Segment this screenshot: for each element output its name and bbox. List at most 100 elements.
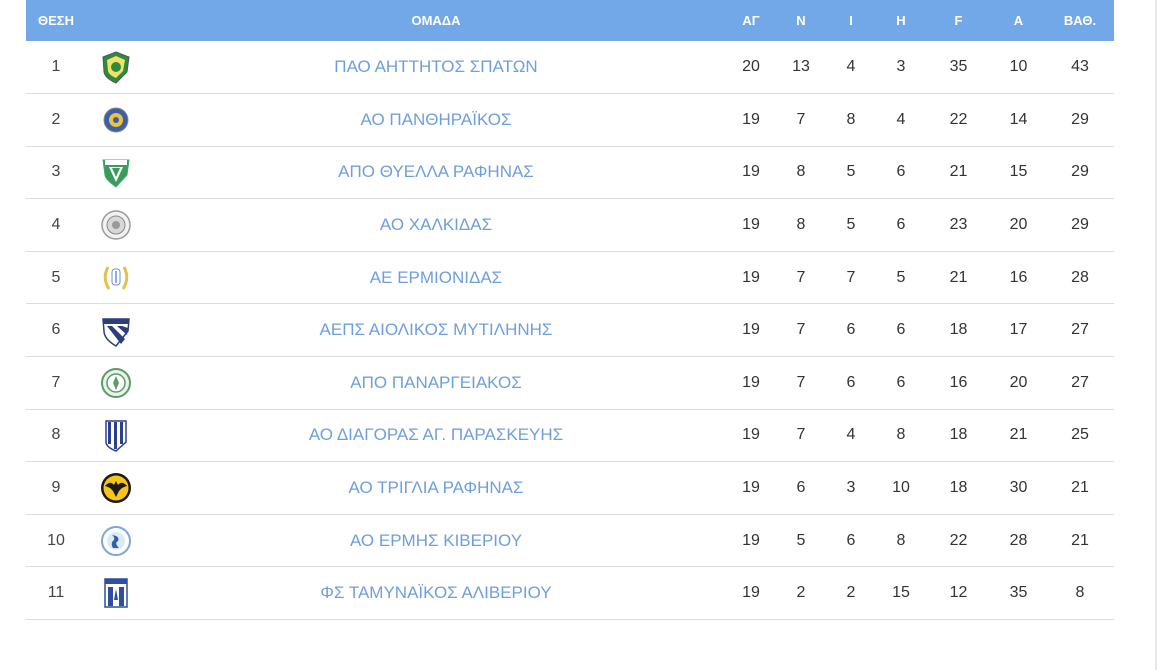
wins-cell: 6 [776, 461, 826, 515]
goals-against-cell: 21 [991, 409, 1046, 463]
logo-cell [86, 409, 146, 463]
goals-against-cell: 17 [991, 303, 1046, 358]
blue-white-striped-shield-icon [102, 318, 130, 348]
goals-for-cell: 18 [926, 409, 991, 463]
logo-cell [86, 198, 146, 252]
goals-for-cell: 12 [926, 566, 991, 621]
laurel-wreath-crest-icon [103, 265, 129, 290]
team-name-link[interactable]: ΑΟ ΧΑΛΚΙΔΑΣ [146, 198, 726, 252]
logo-cell [86, 41, 146, 95]
team-name-link[interactable]: ΑΠΟ ΘΥΕΛΛΑ ΡΑΦΗΝΑΣ [146, 146, 726, 200]
points-cell: 28 [1046, 251, 1114, 305]
table-row: 6 ΑΕΠΣ ΑΙΟΛΙΚΟΣ ΜΥΤΙΛΗΝΗΣ 19 7 6 6 18 17… [26, 303, 1114, 358]
table-row: 4 ΑΟ ΧΑΛΚΙΔΑΣ 19 8 5 6 23 20 29 [26, 198, 1114, 252]
page-scroll-edge [1155, 0, 1157, 670]
team-name-link[interactable]: ΑΟ ΕΡΜΗΣ ΚΙΒΕΡΙΟΥ [146, 514, 726, 568]
table-row: 1 ΠΑΟ ΑΗΤΤΗΤΟΣ ΣΠΑΤΩΝ 20 13 4 3 35 10 43 [26, 41, 1114, 95]
points-cell: 8 [1046, 566, 1114, 621]
played-cell: 19 [726, 198, 776, 252]
goals-against-cell: 28 [991, 514, 1046, 568]
blue-square-crest-icon [104, 578, 128, 608]
header-points[interactable]: ΒΑΘ. [1063, 13, 1097, 28]
points-cell: 29 [1046, 198, 1114, 252]
blue-striped-shield-icon [105, 420, 127, 453]
logo-cell [86, 514, 146, 568]
goals-against-cell: 16 [991, 251, 1046, 305]
points-cell: 25 [1046, 409, 1114, 463]
position-cell: 2 [26, 93, 86, 147]
table-body: 1 ΠΑΟ ΑΗΤΤΗΤΟΣ ΣΠΑΤΩΝ 20 13 4 3 35 10 43… [26, 41, 1114, 621]
goals-against-cell: 14 [991, 93, 1046, 147]
played-cell: 19 [726, 356, 776, 410]
header-goals-against[interactable]: A [1013, 13, 1024, 28]
points-cell: 29 [1046, 146, 1114, 200]
losses-cell: 6 [876, 146, 926, 200]
table-row: 11 ΦΣ ΤΑΜΥΝΑΪΚΟΣ ΑΛΙΒΕΡΙΟΥ 19 2 2 15 12 … [26, 566, 1114, 621]
draws-cell: 6 [826, 303, 876, 358]
goals-against-cell: 35 [991, 566, 1046, 621]
losses-cell: 3 [876, 41, 926, 95]
header-position[interactable]: ΘΕΣΗ [38, 13, 74, 28]
header-goals-for[interactable]: F [954, 13, 963, 28]
position-cell: 3 [26, 146, 86, 200]
header-played[interactable]: ΑΓ [742, 13, 760, 28]
blue-white-round-crest-icon [101, 525, 131, 556]
draws-cell: 3 [826, 461, 876, 515]
goals-for-cell: 18 [926, 303, 991, 358]
played-cell: 19 [726, 461, 776, 515]
draws-cell: 6 [826, 514, 876, 568]
logo-cell [86, 146, 146, 200]
team-name-link[interactable]: ΑΟ ΠΑΝΘΗΡΑΪΚΟΣ [146, 93, 726, 147]
points-cell: 29 [1046, 93, 1114, 147]
team-name-link[interactable]: ΑΟ ΔΙΑΓΟΡΑΣ ΑΓ. ΠΑΡΑΣΚΕΥΗΣ [146, 409, 726, 463]
draws-cell: 7 [826, 251, 876, 305]
losses-cell: 6 [876, 198, 926, 252]
losses-cell: 6 [876, 356, 926, 410]
wins-cell: 8 [776, 146, 826, 200]
goals-for-cell: 35 [926, 41, 991, 95]
position-cell: 9 [26, 461, 86, 515]
wins-cell: 7 [776, 303, 826, 358]
blue-yellow-round-crest-icon [103, 107, 129, 133]
logo-cell [86, 461, 146, 515]
team-name-link[interactable]: ΑΕ ΕΡΜΙΟΝΙΔΑΣ [146, 251, 726, 305]
header-wins[interactable]: Ν [796, 13, 806, 28]
team-name-link[interactable]: ΑΕΠΣ ΑΙΟΛΙΚΟΣ ΜΥΤΙΛΗΝΗΣ [146, 303, 726, 358]
draws-cell: 4 [826, 409, 876, 463]
goals-against-cell: 20 [991, 198, 1046, 252]
played-cell: 20 [726, 41, 776, 95]
losses-cell: 15 [876, 566, 926, 621]
green-circle-crest-icon [101, 367, 131, 398]
position-cell: 6 [26, 303, 86, 358]
logo-cell [86, 251, 146, 305]
team-name-link[interactable]: ΠΑΟ ΑΗΤΤΗΤΟΣ ΣΠΑΤΩΝ [146, 41, 726, 95]
played-cell: 19 [726, 566, 776, 621]
position-cell: 1 [26, 41, 86, 95]
wins-cell: 7 [776, 356, 826, 410]
played-cell: 19 [726, 146, 776, 200]
position-cell: 8 [26, 409, 86, 463]
losses-cell: 4 [876, 93, 926, 147]
team-name-link[interactable]: ΑΟ ΤΡΙΓΛΙΑ ΡΑΦΗΝΑΣ [146, 461, 726, 515]
points-cell: 27 [1046, 356, 1114, 410]
played-cell: 19 [726, 409, 776, 463]
logo-cell [86, 566, 146, 621]
header-draws[interactable]: Ι [849, 13, 853, 28]
header-losses[interactable]: Η [896, 13, 906, 28]
header-row: ΘΕΣΗ ΟΜΑΔΑ ΑΓ Ν Ι Η F A ΒΑΘ. [26, 0, 1114, 41]
goals-against-cell: 30 [991, 461, 1046, 515]
table-header: ΘΕΣΗ ΟΜΑΔΑ ΑΓ Ν Ι Η F A ΒΑΘ. [26, 0, 1114, 41]
wins-cell: 7 [776, 251, 826, 305]
team-name-link[interactable]: ΑΠΟ ΠΑΝΑΡΓΕΙΑΚΟΣ [146, 356, 726, 410]
wins-cell: 5 [776, 514, 826, 568]
yellow-black-eagle-icon [101, 473, 131, 504]
logo-cell [86, 356, 146, 410]
header-team[interactable]: ΟΜΑΔΑ [411, 13, 461, 28]
losses-cell: 8 [876, 514, 926, 568]
goals-for-cell: 18 [926, 461, 991, 515]
standings-table: ΘΕΣΗ ΟΜΑΔΑ ΑΓ Ν Ι Η F A ΒΑΘ. 1 ΠΑΟ ΑΗΤΤΗ… [26, 0, 1114, 621]
played-cell: 19 [726, 93, 776, 147]
points-cell: 27 [1046, 303, 1114, 358]
team-name-link[interactable]: ΦΣ ΤΑΜΥΝΑΪΚΟΣ ΑΛΙΒΕΡΙΟΥ [146, 566, 726, 621]
logo-cell [86, 303, 146, 358]
